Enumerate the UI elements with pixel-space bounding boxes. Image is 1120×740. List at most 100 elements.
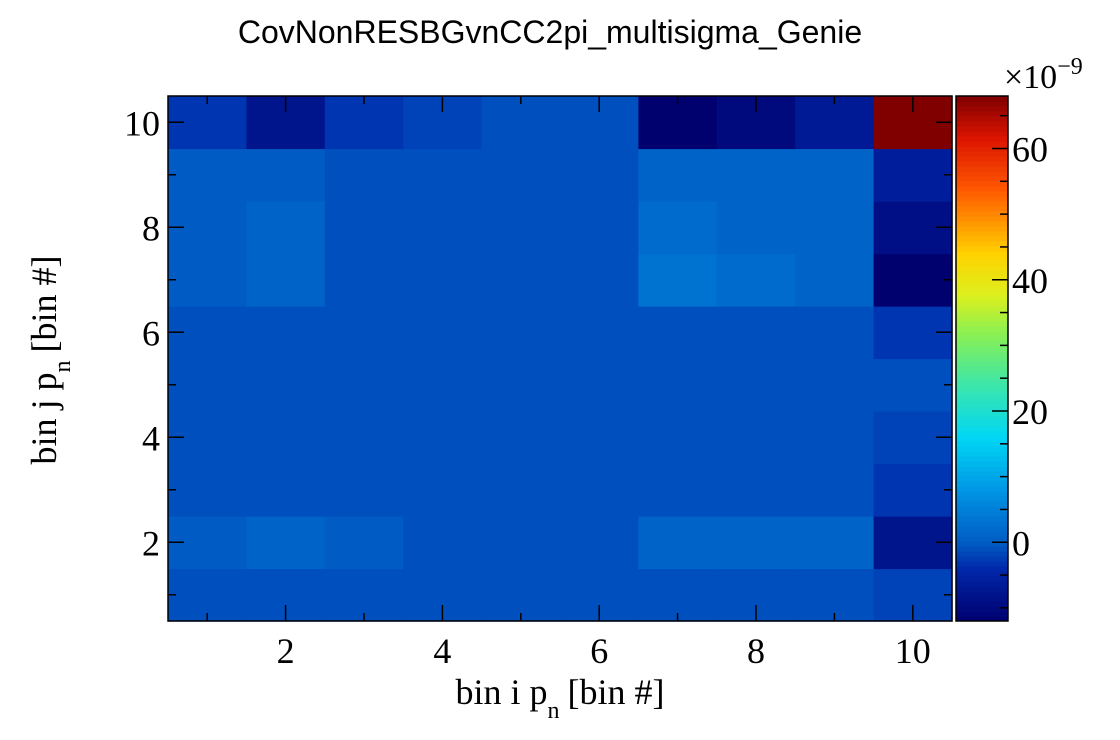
colorbar: 0 20 40 60 xyxy=(955,95,1048,622)
colorbar-swatch xyxy=(956,111,1008,117)
colorbar-swatch xyxy=(956,301,1008,307)
heatmap-cell xyxy=(324,148,404,202)
colorbar-swatch xyxy=(956,576,1008,582)
colorbar-swatch xyxy=(956,291,1008,297)
colorbar-swatch xyxy=(956,241,1008,247)
heatmap-cell xyxy=(560,411,639,465)
heatmap-cell xyxy=(168,253,247,307)
heatmap-cell xyxy=(324,201,404,255)
colorbar-swatch xyxy=(956,606,1008,612)
colorbar-swatch xyxy=(956,351,1008,357)
heatmap-cell xyxy=(638,411,718,465)
colorbar-swatch xyxy=(956,106,1008,112)
colorbar-swatch xyxy=(956,141,1008,147)
colorbar-swatch xyxy=(956,401,1008,407)
heatmap-cell xyxy=(168,148,247,202)
colorbar-swatch xyxy=(956,151,1008,157)
colorbar-swatch xyxy=(956,471,1008,477)
colorbar-swatch xyxy=(956,216,1008,222)
heatmap-cell xyxy=(246,201,326,255)
colorbar-swatch xyxy=(956,611,1008,617)
heatmap-cell xyxy=(246,463,326,517)
heatmap-cell xyxy=(560,516,639,570)
colorbar-swatch xyxy=(956,256,1008,262)
colorbar-swatch xyxy=(956,116,1008,122)
colorbar-swatch xyxy=(956,436,1008,442)
colorbar-swatch xyxy=(956,336,1008,342)
y-tick-label: 4 xyxy=(142,418,160,458)
colorbar-swatch xyxy=(956,131,1008,137)
axis-ticks: 2 4 6 8 10 2 4 6 8 10 xyxy=(124,96,952,671)
heatmap-cell xyxy=(716,148,796,202)
heatmap-cell xyxy=(481,463,561,517)
heatmap-cell xyxy=(873,463,953,517)
colorbar-swatch xyxy=(956,566,1008,572)
colorbar-swatch xyxy=(956,366,1008,372)
y-axis-label: bin j pn[bin #] xyxy=(24,256,76,465)
heatmap-cells xyxy=(168,96,953,622)
colorbar-swatch xyxy=(956,416,1008,422)
colorbar-swatch xyxy=(956,546,1008,552)
colorbar-swatch xyxy=(956,396,1008,402)
x-tick-label: 8 xyxy=(747,631,765,671)
colorbar-swatch xyxy=(956,126,1008,132)
colorbar-swatch xyxy=(956,206,1008,212)
colorbar-swatch xyxy=(956,306,1008,312)
heatmap-cell xyxy=(481,148,561,202)
heatmap-cell xyxy=(324,96,404,150)
heatmap-cell xyxy=(716,463,796,517)
heatmap-cell xyxy=(795,306,875,360)
colorbar-swatch xyxy=(956,451,1008,457)
heatmap-cell xyxy=(873,358,953,412)
colorbar-swatch xyxy=(956,541,1008,547)
colorbar-swatch xyxy=(956,136,1008,142)
heatmap-cell xyxy=(638,358,718,412)
colorbar-swatch xyxy=(956,376,1008,382)
colorbar-swatch xyxy=(956,201,1008,207)
colorbar-swatch xyxy=(956,146,1008,152)
y-tick-label: 2 xyxy=(142,523,160,563)
colorbar-tick-label: 40 xyxy=(1012,261,1048,301)
colorbar-swatch xyxy=(956,276,1008,282)
heatmap-cell xyxy=(795,201,875,255)
colorbar-swatch xyxy=(956,346,1008,352)
colorbar-swatch xyxy=(956,361,1008,367)
colorbar-swatch xyxy=(956,236,1008,242)
colorbar-swatch xyxy=(956,511,1008,517)
colorbar-swatch xyxy=(956,461,1008,467)
colorbar-swatch xyxy=(956,591,1008,597)
colorbar-swatch xyxy=(956,486,1008,492)
colorbar-swatch xyxy=(956,186,1008,192)
colorbar-swatch xyxy=(956,491,1008,497)
colorbar-swatch xyxy=(956,406,1008,412)
heatmap-cell xyxy=(168,358,247,412)
colorbar-swatch xyxy=(956,166,1008,172)
colorbar-swatch xyxy=(956,561,1008,567)
heatmap-cell xyxy=(560,201,639,255)
heatmap-cell xyxy=(560,148,639,202)
colorbar-tick-label: 20 xyxy=(1012,392,1048,432)
heatmap-cell xyxy=(638,148,718,202)
heatmap-cell xyxy=(795,463,875,517)
colorbar-swatch xyxy=(956,96,1008,102)
x-axis-label: bin i pn [bin #] xyxy=(456,672,665,724)
y-tick-label: 10 xyxy=(124,103,160,143)
colorbar-swatch xyxy=(956,221,1008,227)
heatmap-cell xyxy=(638,306,718,360)
colorbar-swatch xyxy=(956,431,1008,437)
colorbar-swatch xyxy=(956,466,1008,472)
colorbar-swatch xyxy=(956,356,1008,362)
heatmap-cell xyxy=(795,96,875,150)
heatmap-cell xyxy=(168,463,247,517)
heatmap-cell xyxy=(246,411,326,465)
colorbar-swatch xyxy=(956,341,1008,347)
colorbar-swatch xyxy=(956,516,1008,522)
colorbar-swatch xyxy=(956,481,1008,487)
heatmap-cell xyxy=(403,148,483,202)
x-tick-label: 10 xyxy=(895,631,931,671)
heatmap-cell xyxy=(481,96,561,150)
colorbar-swatch xyxy=(956,246,1008,252)
colorbar-swatch xyxy=(956,411,1008,417)
heatmap-cell xyxy=(716,253,796,307)
